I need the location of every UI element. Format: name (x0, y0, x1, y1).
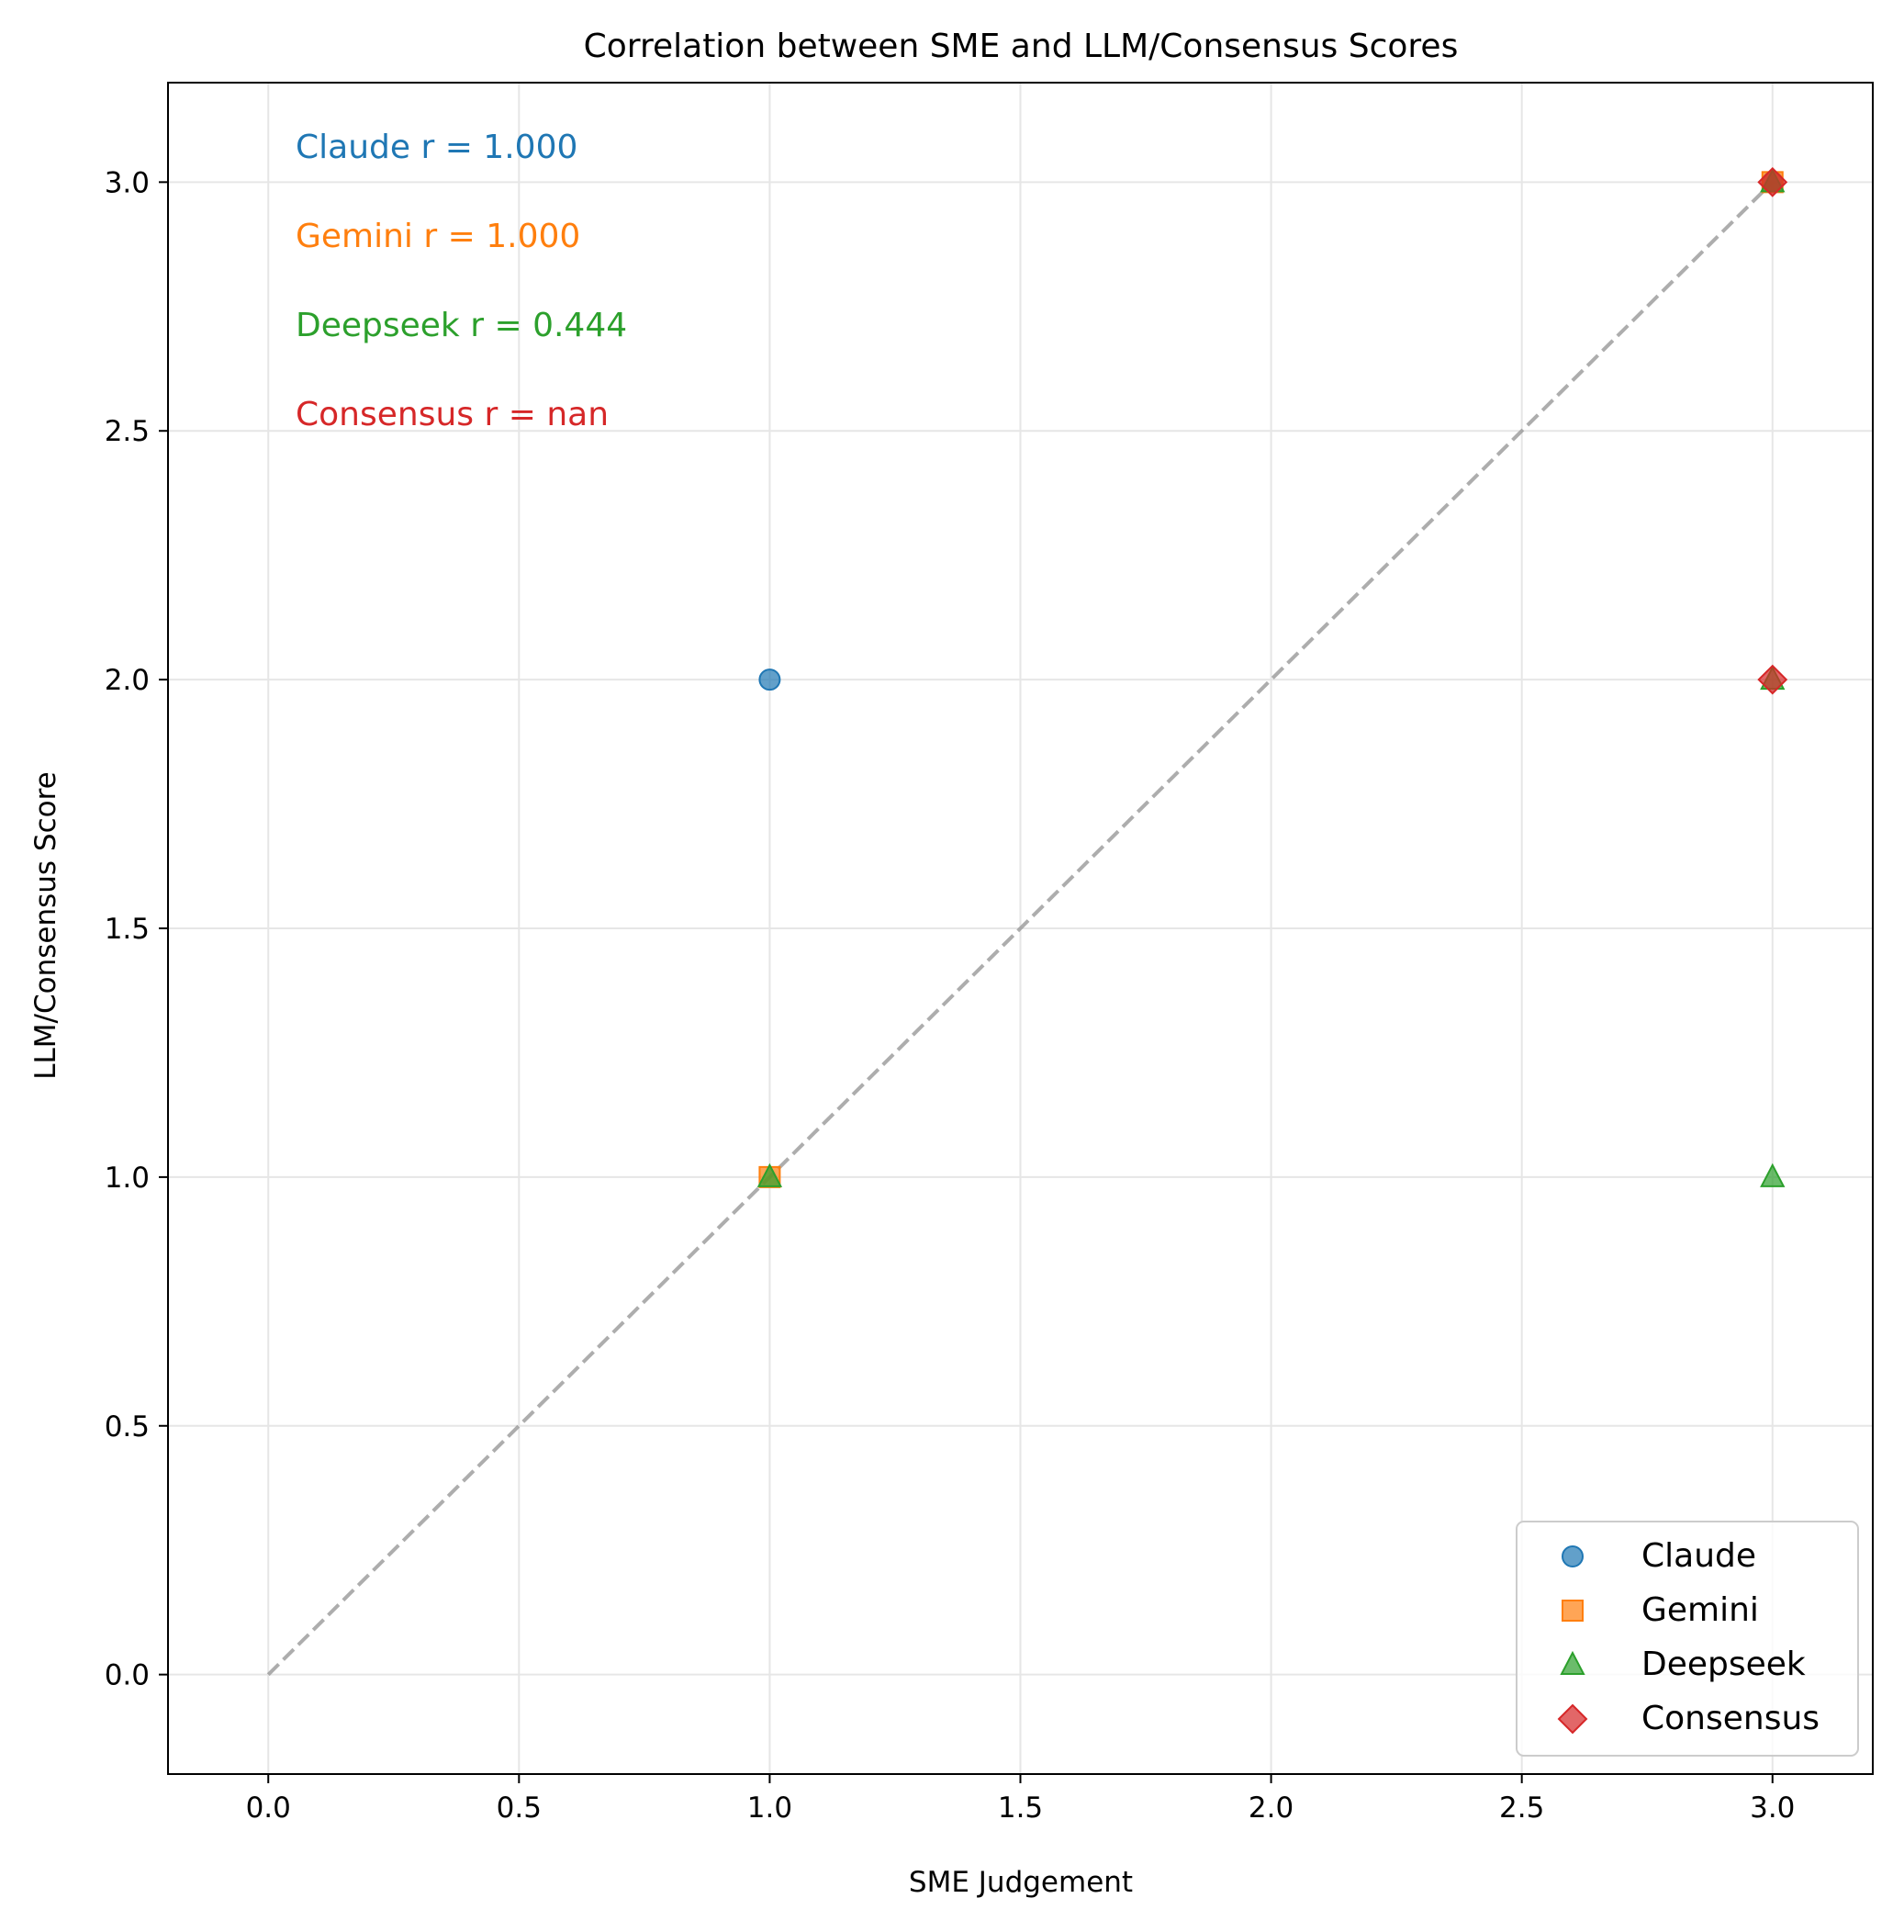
y-axis-label: LLM/Consensus Score (29, 771, 62, 1080)
x-axis-label: SME Judgement (909, 1866, 1133, 1899)
data-point-claude (758, 668, 781, 691)
y-axis-ticks: 0.0 0.5 1.0 1.5 2.0 2.5 3.0 (105, 166, 168, 1692)
y-tick-label: 2.5 (105, 415, 150, 448)
x-tick-label: 0.5 (497, 1792, 542, 1825)
data-point-deepseek (756, 1163, 783, 1187)
correlation-annotation: Gemini r = 1.000 (296, 218, 580, 255)
y-tick-label: 0.5 (105, 1410, 150, 1443)
legend-label: Gemini (1641, 1591, 1759, 1629)
x-tick-label: 3.0 (1750, 1792, 1795, 1825)
x-tick-label: 0.0 (246, 1792, 291, 1825)
reference-line (266, 180, 1775, 1677)
data-points (756, 166, 1788, 1188)
x-tick-label: 2.0 (1249, 1792, 1294, 1825)
x-tick-label: 1.5 (998, 1792, 1043, 1825)
y-tick-label: 2.0 (105, 664, 150, 697)
correlation-annotation: Claude r = 1.000 (296, 129, 577, 166)
annotations: Claude r = 1.000 Gemini r = 1.000 Deepseek… (296, 129, 627, 433)
legend-box (1516, 1521, 1859, 1757)
correlation-annotation: Deepseek r = 0.444 (296, 307, 627, 344)
legend-label: Consensus (1641, 1700, 1820, 1737)
legend-marker-consensus (1557, 1703, 1588, 1735)
reference-line-layer (266, 180, 1775, 1677)
x-axis-ticks: 0.0 0.5 1.0 1.5 2.0 2.5 3.0 (246, 1774, 1795, 1825)
legend-marker-claude (1562, 1545, 1584, 1567)
y-tick-label: 0.0 (105, 1659, 150, 1692)
y-tick-label: 1.0 (105, 1162, 150, 1195)
legend-marker-gemini (1562, 1600, 1584, 1622)
y-tick-label: 1.5 (105, 913, 150, 946)
data-point-deepseek (1760, 1163, 1786, 1187)
data-point-consensus (1757, 166, 1788, 197)
legend: Claude Gemini Deepseek Consensus (1516, 1521, 1859, 1757)
correlation-annotation: Consensus r = nan (296, 396, 609, 433)
data-point-consensus (1757, 664, 1788, 695)
y-tick-label: 3.0 (105, 166, 150, 199)
legend-label: Claude (1641, 1537, 1756, 1575)
legend-label: Deepseek (1641, 1646, 1806, 1683)
legend-marker-deepseek (1560, 1650, 1585, 1675)
x-tick-label: 2.5 (1499, 1792, 1544, 1825)
series-consensus (1757, 166, 1788, 695)
chart-title: Correlation between SME and LLM/Consensu… (584, 28, 1459, 65)
x-tick-label: 1.0 (747, 1792, 792, 1825)
